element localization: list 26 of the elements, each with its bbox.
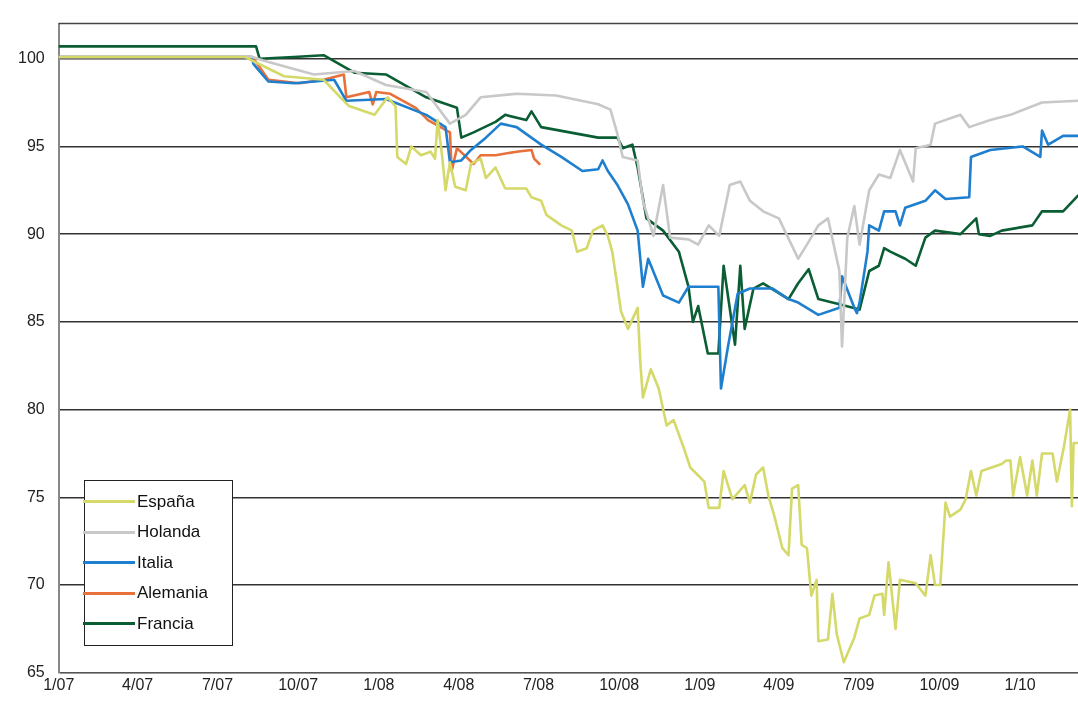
x-tick-label: 7/09 <box>843 675 875 693</box>
y-tick-label: 85 <box>26 312 45 330</box>
legend-label: Italia <box>137 552 173 573</box>
x-tick-label: 1/09 <box>684 675 716 693</box>
legend-label: Alemania <box>137 583 208 604</box>
x-tick-label: 1/10 <box>1004 675 1036 693</box>
x-tick-label: 10/09 <box>919 675 960 693</box>
x-tick-label: 7/08 <box>522 675 555 693</box>
y-tick-label: 100 <box>17 49 45 67</box>
x-tick-label: 10/08 <box>599 675 640 693</box>
y-tick-label: 90 <box>26 224 45 242</box>
x-tick-label: 4/07 <box>122 675 154 693</box>
legend-label: Holanda <box>137 522 201 543</box>
y-tick-label: 65 <box>26 663 45 681</box>
y-tick-label: 80 <box>26 400 45 418</box>
legend-label: España <box>137 491 195 512</box>
y-tick-label: 70 <box>26 575 45 593</box>
x-tick-label: 10/07 <box>278 675 319 693</box>
x-tick-label: 1/08 <box>363 675 395 693</box>
x-tick-label: 1/07 <box>43 675 75 693</box>
legend-label: Francia <box>137 613 194 634</box>
x-tick-label: 4/08 <box>443 675 475 693</box>
x-tick-label: 4/09 <box>763 675 795 693</box>
y-tick-label: 95 <box>26 136 45 154</box>
x-tick-label: 7/07 <box>201 675 234 693</box>
y-tick-label: 75 <box>26 487 45 505</box>
